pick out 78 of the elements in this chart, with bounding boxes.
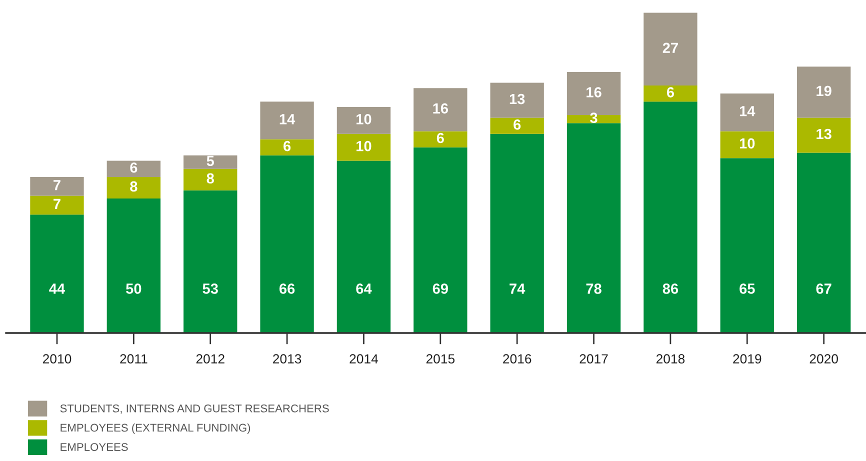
bar — [414, 147, 468, 333]
bar — [490, 134, 544, 333]
x-tick-label: 2016 — [503, 354, 532, 364]
data-label: 10 — [356, 140, 372, 152]
data-label: 27 — [662, 42, 678, 53]
data-label: 6 — [514, 119, 521, 130]
data-label: 7 — [54, 198, 60, 209]
bar — [490, 118, 544, 134]
legend-label: EMPLOYEES — [60, 443, 128, 451]
bar — [720, 131, 774, 158]
bar — [336, 160, 391, 333]
bar — [414, 131, 468, 148]
data-label: 8 — [130, 181, 138, 192]
x-tick-label: 2019 — [733, 354, 762, 364]
data-label: 10 — [356, 114, 372, 124]
bar — [260, 102, 314, 140]
x-tick-label: 2014 — [350, 354, 378, 364]
legend-label: STUDENTS, INTERNS AND GUEST RESEARCHERS — [60, 404, 329, 414]
bar — [414, 88, 468, 132]
data-label: 6 — [436, 132, 444, 144]
data-label: 67 — [816, 284, 832, 294]
data-label: 6 — [666, 87, 674, 98]
data-label: 13 — [510, 94, 525, 104]
data-label: 3 — [590, 112, 598, 124]
data-label: 14 — [280, 114, 296, 124]
x-tick-label: 2010 — [42, 354, 72, 364]
bar — [490, 82, 544, 118]
bar — [106, 198, 161, 333]
data-label: 78 — [586, 284, 602, 294]
bar — [566, 123, 621, 333]
data-label: 74 — [510, 284, 526, 294]
data-label: 7 — [54, 180, 60, 190]
data-label: 65 — [740, 284, 755, 294]
x-tick-label: 2012 — [196, 354, 224, 364]
data-label: 50 — [126, 284, 142, 294]
bar — [336, 106, 391, 134]
bar — [260, 155, 314, 333]
x-tick-label: 2011 — [120, 354, 148, 364]
x-tick-label: 2013 — [273, 354, 302, 364]
x-tick-label: 2015 — [426, 354, 455, 364]
bar — [796, 152, 851, 333]
bar — [106, 176, 161, 198]
data-label: 6 — [284, 140, 291, 152]
bar — [644, 85, 698, 102]
bar — [106, 160, 161, 177]
data-label: 6 — [130, 162, 138, 173]
x-tick-label: 2020 — [810, 354, 838, 364]
bar — [184, 168, 238, 190]
data-label: 14 — [740, 106, 756, 116]
data-label: 13 — [816, 128, 832, 140]
bar — [336, 134, 391, 161]
bar — [30, 176, 84, 196]
bar — [644, 102, 698, 333]
data-label: 44 — [49, 284, 66, 294]
data-label: 86 — [662, 284, 678, 294]
bar — [184, 190, 238, 333]
bar — [30, 214, 84, 333]
bar — [260, 139, 314, 156]
data-label: 53 — [202, 284, 218, 294]
data-label: 19 — [816, 86, 832, 96]
bar — [796, 66, 851, 118]
x-tick-label: 2017 — [580, 354, 608, 364]
data-label: 16 — [586, 87, 602, 98]
x-tick-label: 2018 — [656, 354, 685, 364]
bar — [184, 155, 238, 169]
bar — [720, 94, 774, 132]
bar — [30, 196, 84, 215]
data-label: 8 — [206, 173, 214, 184]
data-label: 66 — [279, 284, 295, 294]
data-label: 10 — [740, 138, 755, 149]
data-label: 5 — [206, 156, 214, 166]
bar — [796, 118, 851, 153]
bar — [720, 158, 774, 333]
legend-label: EMPLOYEES (EXTERNAL FUNDING) — [60, 424, 250, 434]
bar — [644, 12, 698, 86]
data-label: 16 — [433, 103, 448, 114]
data-label: 69 — [432, 284, 448, 294]
data-label: 64 — [356, 284, 372, 294]
